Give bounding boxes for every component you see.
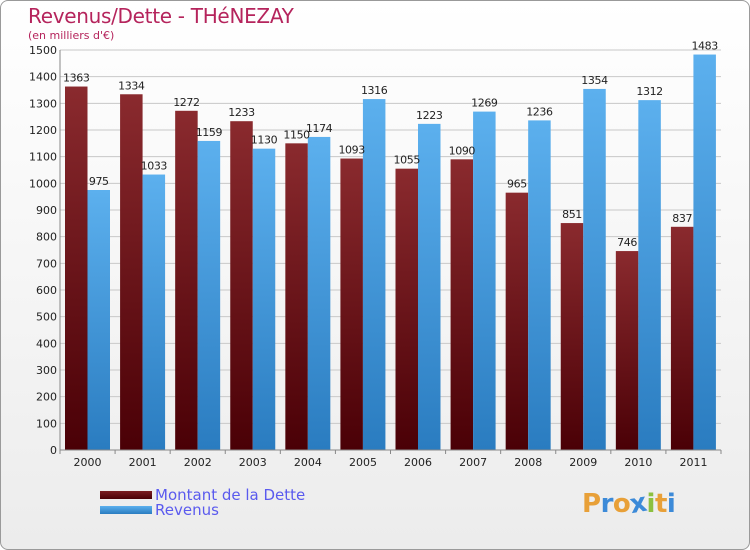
bar-dette-2010 [615,251,639,450]
bar-revenus-2011 [693,54,716,451]
bar-revenus-2009 [583,88,606,450]
y-tick-label: 900 [36,204,57,217]
value-label-revenus-2009: 1354 [581,74,608,87]
value-label-dette-2008: 965 [507,178,527,191]
value-label-revenus-2010: 1312 [636,85,662,98]
bar-dette-2005 [340,158,363,451]
bar-dette-2006 [395,168,418,450]
bar-dette-2007 [450,159,474,451]
value-label-revenus-2006: 1223 [416,109,443,122]
y-tick-label: 200 [36,391,57,404]
x-tick-label: 2002 [184,456,212,469]
value-label-revenus-2005: 1316 [361,84,388,97]
logo-letter: r [600,489,614,519]
x-tick-label: 2009 [569,456,597,469]
bar-dette-2000 [65,86,88,451]
x-tick-label: 2004 [294,456,322,469]
value-label-dette-2002: 1272 [173,96,199,109]
y-tick-label: 500 [36,311,57,324]
logo-letter: t [654,489,667,519]
legend-swatch-revenus [100,506,152,514]
y-tick-label: 1100 [29,151,57,164]
bar-revenus-2005 [362,99,386,451]
chart-subtitle: (en milliers d'€) [28,29,115,42]
x-tick-label: 2011 [679,456,707,469]
logo-letter: i [666,489,676,519]
legend-label-dette: Montant de la Dette [155,486,306,504]
x-tick-label: 2006 [404,456,432,469]
chart-title: Revenus/Dette - THéNEZAY [28,4,294,28]
bar-revenus-2010 [638,100,661,450]
value-label-dette-2010: 746 [617,236,637,249]
y-tick-label: 1200 [29,124,57,137]
value-label-dette-2006: 1055 [394,154,421,167]
x-tick-label: 2005 [349,456,377,469]
bar-dette-2001 [120,94,143,451]
y-tick-label: 600 [36,284,57,297]
value-label-dette-2007: 1090 [449,144,476,157]
bar-dette-2009 [560,223,584,450]
y-tick-label: 800 [36,231,57,244]
value-label-revenus-2008: 1236 [526,105,553,118]
y-tick-label: 400 [36,337,57,350]
bar-revenus-2003 [252,148,276,450]
bar-revenus-2002 [197,140,221,450]
bar-dette-2002 [175,110,198,451]
y-tick-label: 100 [36,417,57,430]
bar-revenus-2000 [87,190,110,450]
bar-dette-2008 [505,192,529,450]
x-tick-label: 2000 [74,456,102,469]
bar-revenus-2008 [528,120,551,451]
x-tick-label: 2001 [129,456,157,469]
value-label-revenus-2007: 1269 [471,97,498,110]
y-tick-label: 700 [36,257,57,270]
proxiti-logo: Proxiti [582,488,676,520]
x-tick-label: 2010 [624,456,652,469]
bar-revenus-2001 [142,174,166,451]
legend-label-revenus: Revenus [155,501,219,519]
legend-swatch-dette [100,491,152,499]
value-label-revenus-2004: 1174 [306,122,333,135]
x-tick-label: 2007 [459,456,487,469]
logo-letter: i [646,489,656,519]
value-label-revenus-2001: 1033 [141,160,168,173]
value-label-dette-2009: 851 [562,208,582,221]
value-label-revenus-2003: 1130 [251,134,278,147]
y-tick-label: 1300 [29,97,57,110]
value-label-revenus-2011: 1483 [691,40,718,53]
logo-letter: o [612,489,631,519]
value-label-dette-2011: 837 [672,212,692,225]
x-tick-label: 2008 [514,456,542,469]
value-label-dette-2005: 1093 [338,144,365,157]
bar-revenus-2004 [307,136,331,450]
value-label-dette-2000: 1363 [63,72,90,85]
value-label-dette-2001: 1334 [118,79,145,92]
value-label-revenus-2002: 1159 [196,126,223,139]
bar-revenus-2006 [418,123,441,450]
bar-dette-2004 [285,143,308,451]
y-tick-label: 300 [36,364,57,377]
y-tick-label: 1000 [29,177,57,190]
value-label-dette-2003: 1233 [228,106,255,119]
value-label-dette-2004: 1150 [283,128,310,141]
y-tick-label: 1400 [29,71,57,84]
bar-dette-2003 [230,121,253,450]
logo-letter: P [582,489,601,519]
y-tick-label: 0 [50,444,57,457]
y-tick-label: 1500 [29,44,57,57]
bar-dette-2011 [670,226,694,450]
bar-revenus-2007 [473,111,496,450]
value-label-revenus-2000: 975 [89,175,109,188]
x-tick-label: 2003 [239,456,267,469]
